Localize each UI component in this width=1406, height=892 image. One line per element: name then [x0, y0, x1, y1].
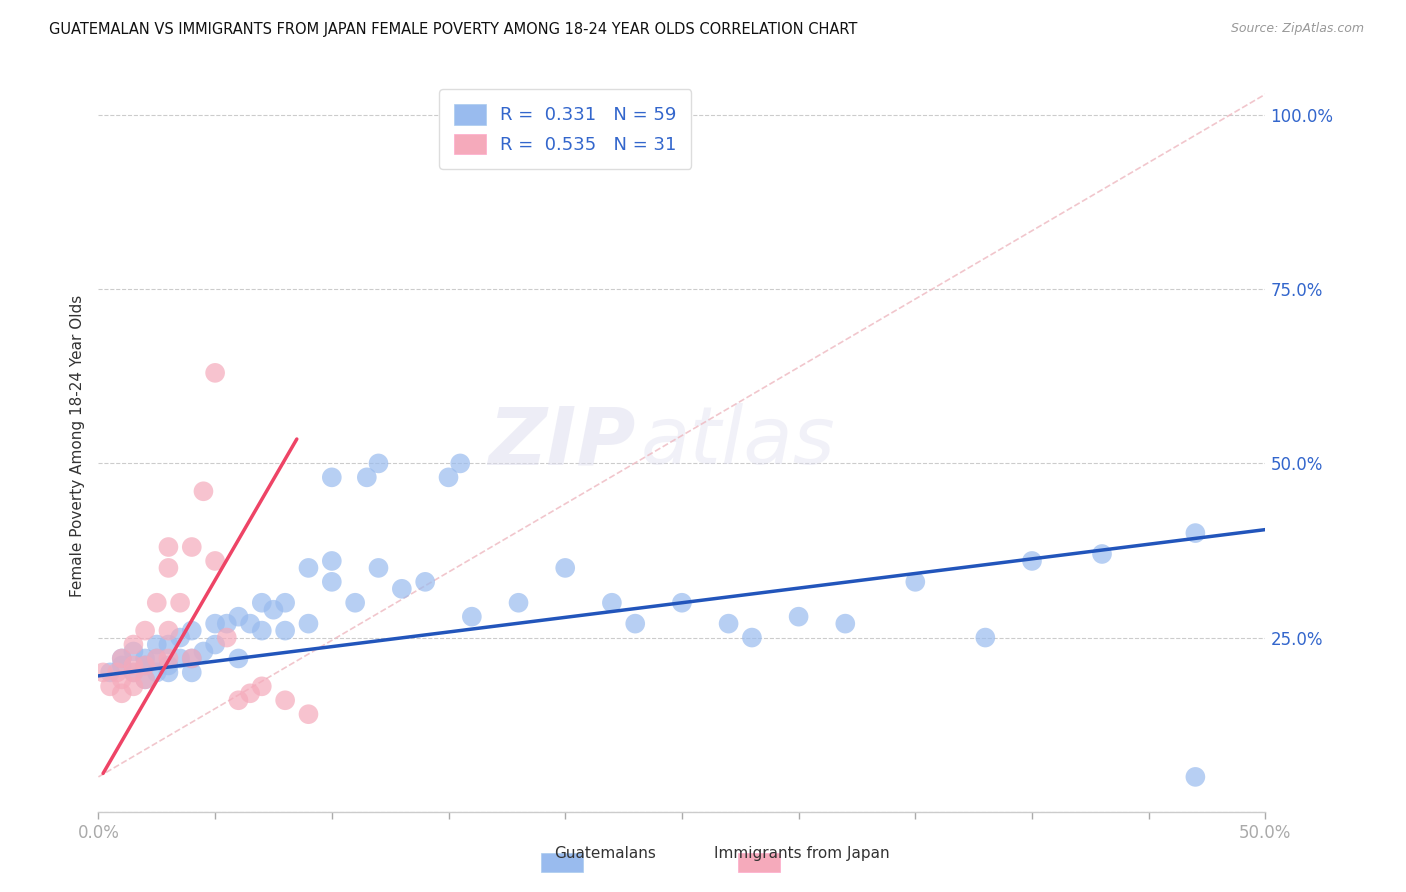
Point: [204, 616, 226, 631]
Point: [134, 658, 156, 673]
Point: [624, 616, 647, 631]
Point: [146, 651, 169, 665]
Point: [146, 596, 169, 610]
Text: atlas: atlas: [641, 403, 835, 482]
Point: [228, 651, 250, 665]
Text: GUATEMALAN VS IMMIGRANTS FROM JAPAN FEMALE POVERTY AMONG 18-24 YEAR OLDS CORRELA: GUATEMALAN VS IMMIGRANTS FROM JAPAN FEMA…: [49, 22, 858, 37]
Point: [157, 651, 180, 665]
Point: [180, 665, 202, 680]
Point: [98, 679, 121, 693]
Text: Source: ZipAtlas.com: Source: ZipAtlas.com: [1230, 22, 1364, 36]
Point: [787, 609, 810, 624]
Point: [250, 624, 273, 638]
Point: [157, 638, 180, 652]
Point: [122, 665, 145, 680]
Point: [297, 616, 319, 631]
Point: [228, 693, 250, 707]
Point: [297, 561, 319, 575]
Point: [180, 540, 202, 554]
Point: [180, 624, 202, 638]
Point: [262, 603, 284, 617]
Point: [356, 470, 378, 484]
Legend: R =  0.331   N = 59, R =  0.535   N = 31: R = 0.331 N = 59, R = 0.535 N = 31: [439, 89, 692, 169]
Point: [321, 554, 343, 568]
Point: [204, 638, 226, 652]
Point: [1184, 770, 1206, 784]
Point: [111, 658, 134, 673]
Point: [180, 651, 202, 665]
Point: [105, 665, 128, 680]
Point: [134, 651, 156, 665]
Point: [1091, 547, 1114, 561]
Point: [321, 574, 343, 589]
Point: [297, 707, 319, 722]
Point: [169, 631, 191, 645]
Point: [367, 561, 389, 575]
Point: [122, 644, 145, 658]
Point: [157, 624, 180, 638]
Point: [146, 638, 169, 652]
Point: [134, 658, 156, 673]
Text: Guatemalans: Guatemalans: [554, 846, 655, 861]
Point: [508, 596, 530, 610]
Point: [146, 665, 169, 680]
Point: [122, 638, 145, 652]
Point: [274, 693, 297, 707]
Point: [274, 624, 297, 638]
Point: [600, 596, 623, 610]
Point: [204, 366, 226, 380]
Point: [98, 665, 121, 680]
Point: [146, 651, 169, 665]
Point: [239, 616, 262, 631]
Point: [91, 665, 114, 680]
Point: [111, 673, 134, 687]
Point: [169, 596, 191, 610]
Point: [904, 574, 927, 589]
Point: [250, 679, 273, 693]
Point: [321, 470, 343, 484]
Point: [449, 457, 471, 471]
Point: [239, 686, 262, 700]
Point: [157, 561, 180, 575]
Point: [122, 679, 145, 693]
Point: [134, 673, 156, 687]
Point: [169, 651, 191, 665]
Point: [413, 574, 436, 589]
Point: [134, 673, 156, 687]
Point: [717, 616, 740, 631]
Y-axis label: Female Poverty Among 18-24 Year Olds: Female Poverty Among 18-24 Year Olds: [69, 295, 84, 597]
Point: [157, 540, 180, 554]
Point: [204, 554, 226, 568]
Point: [250, 596, 273, 610]
Point: [671, 596, 693, 610]
Point: [193, 484, 215, 499]
Point: [122, 658, 145, 673]
Point: [122, 665, 145, 680]
Point: [974, 631, 997, 645]
Point: [193, 644, 215, 658]
Point: [367, 457, 389, 471]
Point: [741, 631, 763, 645]
Point: [1184, 526, 1206, 541]
Point: [111, 651, 134, 665]
Point: [437, 470, 460, 484]
Point: [554, 561, 576, 575]
Point: [157, 665, 180, 680]
Point: [274, 596, 297, 610]
Point: [391, 582, 413, 596]
Point: [157, 658, 180, 673]
Point: [228, 609, 250, 624]
Text: Immigrants from Japan: Immigrants from Japan: [714, 846, 889, 861]
Point: [215, 616, 238, 631]
Point: [215, 631, 238, 645]
Point: [111, 651, 134, 665]
Point: [180, 651, 202, 665]
Point: [461, 609, 484, 624]
Point: [344, 596, 367, 610]
Point: [134, 624, 156, 638]
Point: [111, 686, 134, 700]
Point: [1021, 554, 1043, 568]
Text: ZIP: ZIP: [488, 403, 636, 482]
Point: [834, 616, 856, 631]
